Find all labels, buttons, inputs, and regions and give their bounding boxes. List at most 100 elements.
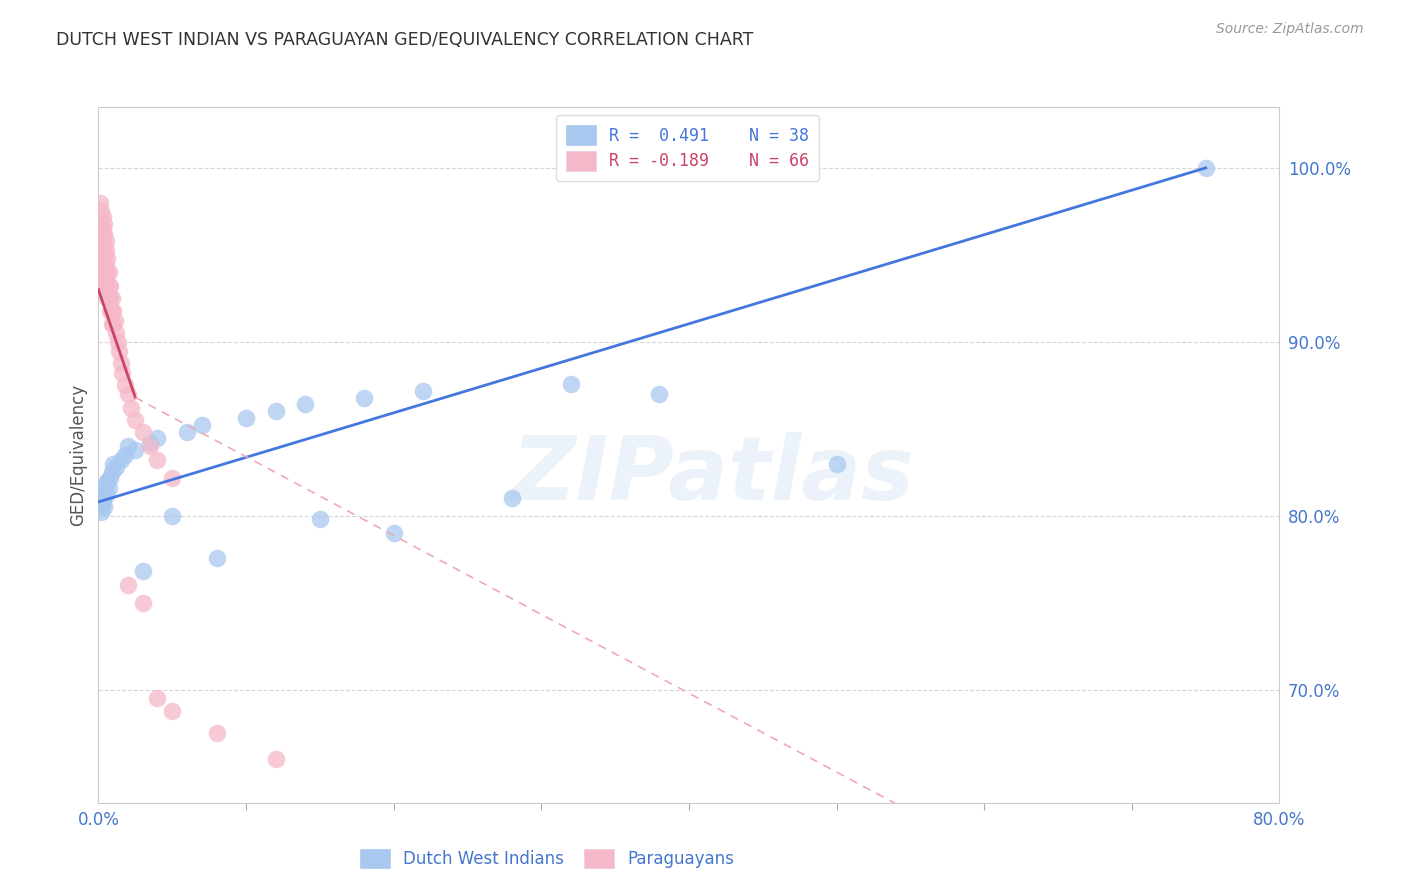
Point [94, 257, 117, 271]
Legend: Dutch West Indians, Paraguayans: Dutch West Indians, Paraguayans [353, 842, 741, 874]
Point [264, 752, 287, 766]
Point [97, 279, 120, 293]
Point [94, 283, 117, 297]
Point [94, 477, 117, 491]
Point [111, 366, 134, 380]
Point [107, 334, 129, 349]
Point [353, 391, 375, 405]
Point [117, 439, 139, 453]
Point [93, 500, 115, 514]
Point [90, 217, 112, 231]
Point [114, 378, 136, 392]
Point [382, 526, 405, 541]
Point [117, 387, 139, 401]
Point [146, 431, 169, 445]
Point [90, 505, 112, 519]
Point [110, 356, 132, 370]
Point [648, 387, 671, 401]
Point [103, 303, 125, 318]
Point [93, 227, 115, 241]
Point [93, 483, 115, 497]
Point [294, 397, 316, 411]
Point [90, 265, 112, 279]
Point [105, 326, 128, 340]
Point [100, 291, 122, 305]
Point [264, 404, 287, 418]
Point [96, 291, 118, 305]
Point [91, 230, 114, 244]
Point [89, 248, 111, 262]
Point [98, 470, 121, 484]
Point [96, 265, 118, 279]
Point [98, 291, 121, 305]
Point [93, 239, 115, 253]
Point [100, 318, 122, 332]
Point [97, 481, 120, 495]
Point [103, 318, 125, 332]
Point [98, 279, 121, 293]
Point [96, 252, 118, 266]
Point [235, 411, 257, 425]
Point [139, 435, 162, 450]
Point [162, 508, 183, 523]
Text: DUTCH WEST INDIAN VS PARAGUAYAN GED/EQUIVALENCY CORRELATION CHART: DUTCH WEST INDIAN VS PARAGUAYAN GED/EQUI… [56, 31, 754, 49]
Point [114, 448, 136, 462]
Point [176, 425, 198, 440]
Point [90, 234, 112, 248]
Point [100, 303, 122, 318]
Point [146, 453, 169, 467]
Point [90, 244, 112, 259]
Point [91, 495, 114, 509]
Point [96, 474, 118, 488]
Point [124, 442, 146, 457]
Point [501, 491, 523, 506]
Point [205, 726, 228, 740]
Point [91, 222, 114, 236]
Point [94, 488, 117, 502]
Point [98, 303, 121, 318]
Point [108, 343, 131, 358]
Point [104, 314, 127, 328]
Point [93, 217, 115, 231]
Point [139, 439, 162, 453]
Point [162, 704, 183, 718]
Point [191, 418, 214, 433]
Point [96, 279, 118, 293]
Point [90, 204, 112, 219]
Point [91, 491, 114, 506]
Point [124, 413, 146, 427]
Point [91, 261, 114, 276]
Point [132, 425, 155, 440]
Y-axis label: GED/Equivalency: GED/Equivalency [69, 384, 87, 526]
Point [89, 213, 111, 227]
Point [146, 691, 169, 706]
Point [89, 195, 111, 210]
Point [132, 565, 155, 579]
Point [412, 384, 434, 398]
Point [90, 227, 112, 241]
Point [93, 261, 115, 276]
Point [825, 457, 848, 471]
Point [91, 210, 114, 224]
Point [89, 230, 111, 244]
Point [91, 274, 114, 288]
Point [110, 453, 132, 467]
Point [97, 265, 120, 279]
Point [309, 512, 332, 526]
Point [89, 222, 111, 236]
Text: ZIPatlas: ZIPatlas [510, 433, 914, 519]
Point [100, 466, 122, 480]
Point [560, 376, 582, 391]
Point [117, 578, 139, 592]
Point [132, 596, 155, 610]
Point [90, 499, 112, 513]
Point [162, 470, 183, 484]
Point [1195, 161, 1218, 175]
Point [91, 252, 114, 266]
Point [94, 268, 117, 283]
Point [94, 234, 117, 248]
Point [93, 274, 115, 288]
Point [205, 550, 228, 565]
Point [90, 257, 112, 271]
Point [89, 495, 111, 509]
